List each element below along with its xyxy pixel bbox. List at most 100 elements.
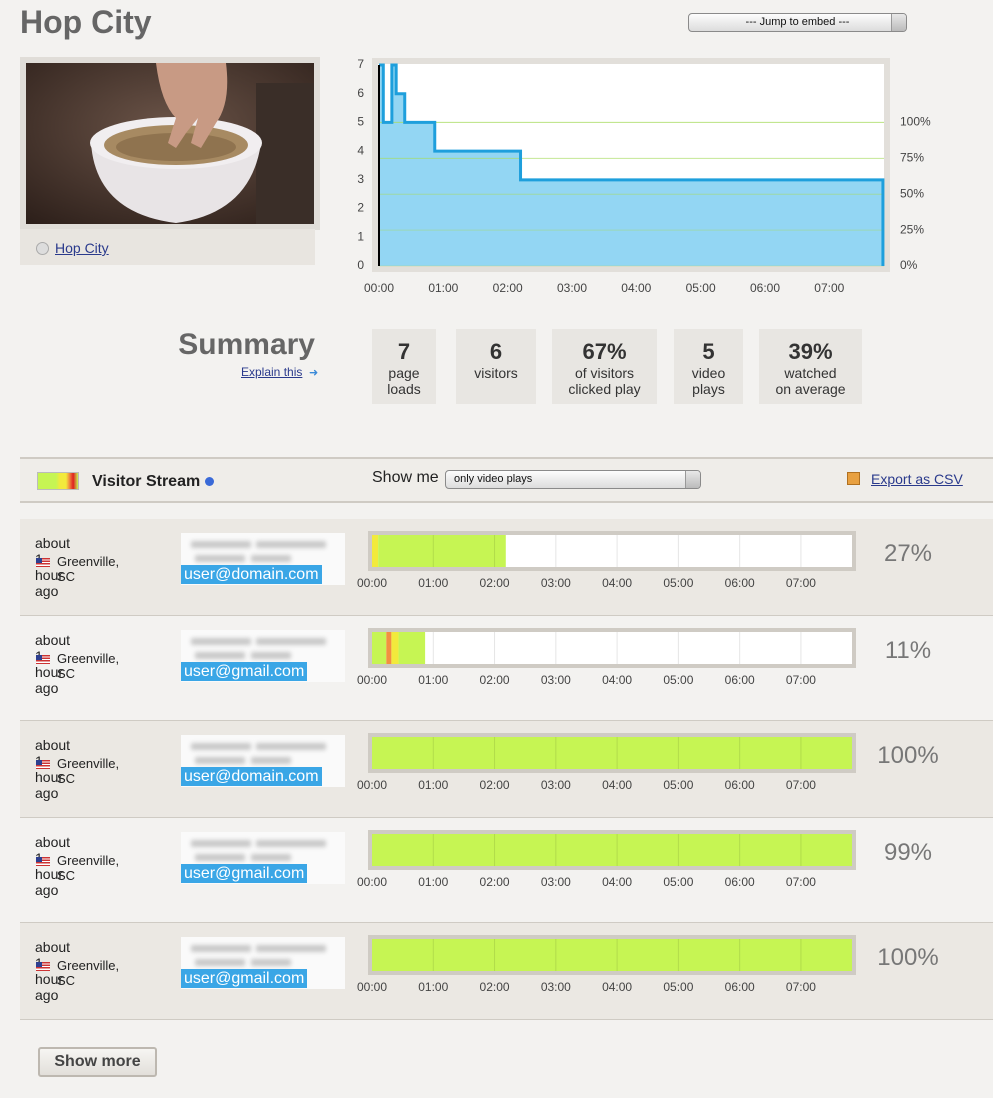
watched-percent: 99% — [883, 839, 933, 866]
explain-link[interactable]: Explain this — [241, 365, 303, 379]
stat-value: 7 — [397, 339, 411, 364]
stat-box: 7 page loads — [372, 329, 436, 404]
timeline-tick-label: 02:00 — [480, 778, 510, 792]
y-tick-label: 5 — [357, 115, 364, 129]
visit-location: Greenville, SC — [57, 651, 120, 681]
timeline-tick-label: 01:00 — [418, 576, 448, 590]
y2-tick-label: 25% — [900, 222, 924, 236]
watched-segment — [372, 535, 379, 567]
flag-icon — [36, 857, 50, 866]
video-link[interactable]: Hop City — [55, 240, 109, 256]
watched-segment — [372, 737, 852, 769]
stat-label: loads — [387, 381, 421, 397]
chart: 0 1 2 3 4 5 6 7 0% 25% 50% 75% 100% 00:00 01:00 02:00 03… — [357, 57, 931, 295]
y2-tick-label: 50% — [900, 186, 924, 200]
watched-segment — [372, 834, 852, 866]
x-tick-label: 02:00 — [493, 281, 523, 295]
blur-line — [191, 638, 251, 645]
timeline-tick-label: 03:00 — [541, 778, 571, 792]
y-tick-label: 4 — [357, 143, 364, 157]
flag-icon — [36, 962, 50, 971]
visitor-email: user@domain.com — [181, 565, 322, 584]
timeline-tick-label: 00:00 — [357, 778, 387, 792]
timeline-tick-label: 00:00 — [357, 673, 387, 687]
stream-title: Visitor Stream — [92, 473, 201, 490]
visit-time: about 1 hour ago — [35, 632, 71, 696]
watched-segment — [386, 632, 392, 664]
timeline-tick-label: 01:00 — [418, 778, 448, 792]
timeline-tick-label: 02:00 — [480, 980, 510, 994]
timeline-tick-label: 01:00 — [418, 980, 448, 994]
filter-select-text: only video plays — [454, 473, 533, 485]
stat-value: 6 — [489, 339, 503, 364]
watch-timeline: 00:00 01:00 02:00 03:00 04:00 05:00 06:00 07:00 — [357, 733, 856, 792]
y-tick-label: 2 — [357, 201, 364, 215]
blur-line — [251, 555, 291, 562]
line — [379, 63, 885, 266]
watched-percent: 11% — [884, 637, 932, 664]
y-tick-label: 7 — [357, 57, 364, 71]
stat-box: 67% of visitors clicked play — [552, 329, 657, 404]
watched-segment — [398, 632, 426, 664]
blur-line — [191, 945, 251, 952]
jump-select[interactable]: --- Jump to embed --- — [688, 13, 907, 32]
blur-line — [195, 854, 245, 861]
timeline-tick-label: 07:00 — [786, 875, 816, 889]
flag-icon — [36, 558, 50, 567]
y2-tick-label: 0% — [900, 258, 918, 272]
summary-title: Summary — [178, 328, 315, 361]
timeline-tick-label: 06:00 — [725, 778, 755, 792]
flag-icon — [36, 655, 50, 664]
y-tick-label: 1 — [357, 229, 364, 243]
x-tick-label: 03:00 — [557, 281, 587, 295]
export-icon — [847, 472, 860, 485]
timeline-tick-label: 07:00 — [786, 576, 816, 590]
export-link[interactable]: Export as CSV — [871, 471, 963, 487]
filter-select[interactable]: only video plays — [445, 470, 701, 489]
watched-segment — [372, 632, 387, 664]
x-tick-label: 07:00 — [814, 281, 844, 295]
stat-value: 5 — [702, 339, 715, 364]
blur-line — [195, 959, 245, 966]
timeline-tick-label: 06:00 — [725, 673, 755, 687]
video-thumbnail[interactable] — [26, 63, 314, 224]
watch-timeline: 00:00 01:00 02:00 03:00 04:00 05:00 06:00 07:00 — [357, 935, 856, 994]
blur-line — [191, 743, 251, 750]
timeline-tick-label: 03:00 — [541, 576, 571, 590]
play-icon — [36, 242, 49, 255]
stat-box: 6 visitors — [456, 329, 536, 404]
timeline-tick-label: 00:00 — [357, 875, 387, 889]
watched-percent: 100% — [877, 944, 939, 971]
stat-value: 39% — [788, 339, 833, 364]
y-tick-label: 6 — [357, 86, 364, 100]
blur-line — [256, 638, 326, 645]
explain-arrow: ➜ — [309, 367, 319, 379]
video-caption-panel — [20, 229, 315, 265]
stat-box: 39% watched on average — [759, 329, 862, 404]
select-arrow — [685, 471, 700, 488]
watched-segment — [391, 632, 399, 664]
help-icon[interactable] — [205, 477, 214, 486]
show-more-button[interactable]: Show more — [38, 1047, 157, 1077]
x-tick-label: 04:00 — [621, 281, 651, 295]
stat-label: of visitors — [574, 365, 635, 381]
stat-value: 67% — [582, 339, 627, 364]
y-tick-label: 3 — [357, 172, 364, 186]
timeline-tick-label: 07:00 — [786, 980, 816, 994]
select-arrow — [891, 14, 906, 31]
timeline-tick-label: 05:00 — [663, 576, 693, 590]
timeline-tick-label: 04:00 — [602, 778, 632, 792]
visitor-email: user@domain.com — [181, 767, 322, 786]
blur-line — [195, 652, 245, 659]
timeline-tick-label: 05:00 — [663, 673, 693, 687]
stat-label: page — [388, 365, 420, 381]
blur-line — [251, 757, 291, 764]
area — [379, 65, 883, 266]
blur-line — [251, 652, 291, 659]
timeline-tick-label: 04:00 — [602, 576, 632, 590]
visit-location: Greenville, SC — [57, 853, 120, 883]
timeline-frame — [368, 628, 856, 668]
watched-percent: 100% — [877, 742, 939, 769]
visit-location: Greenville, SC — [57, 756, 120, 786]
